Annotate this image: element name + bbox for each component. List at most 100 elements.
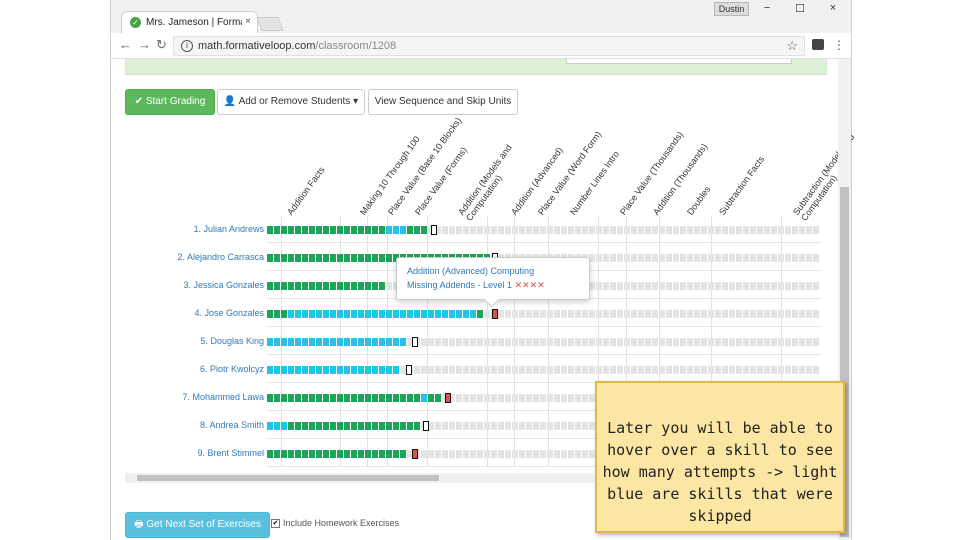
skill-cell[interactable] (316, 310, 322, 318)
skill-cell[interactable] (344, 366, 350, 374)
skill-cell[interactable] (554, 422, 560, 430)
skill-cell[interactable] (365, 422, 371, 430)
skill-cell[interactable] (547, 310, 553, 318)
skill-cell[interactable] (519, 226, 525, 234)
skill-cell[interactable] (561, 226, 567, 234)
skill-cell[interactable] (624, 366, 630, 374)
skill-cell[interactable] (694, 226, 700, 234)
skill-cell[interactable] (372, 226, 378, 234)
skill-cell[interactable] (351, 254, 357, 262)
skill-cell[interactable] (435, 422, 441, 430)
skill-cell[interactable] (274, 226, 280, 234)
skill-cell[interactable] (771, 282, 777, 290)
skill-cell[interactable] (351, 422, 357, 430)
skill-cell[interactable] (498, 394, 504, 402)
skill-cell[interactable] (540, 226, 546, 234)
skill-cell[interactable] (372, 450, 378, 458)
skill-cell[interactable] (400, 394, 406, 402)
skill-cell[interactable] (743, 310, 749, 318)
skill-cell[interactable] (288, 394, 294, 402)
skill-cell[interactable] (582, 226, 588, 234)
skill-cell[interactable] (400, 310, 406, 318)
skill-cell[interactable] (309, 254, 315, 262)
current-skill-marker[interactable] (431, 225, 437, 235)
skill-cell[interactable] (379, 254, 385, 262)
skill-cell[interactable] (393, 366, 399, 374)
skill-cell[interactable] (295, 450, 301, 458)
skill-cell[interactable] (344, 450, 350, 458)
skill-cell[interactable] (337, 422, 343, 430)
skill-cell[interactable] (267, 310, 273, 318)
skill-cell[interactable] (575, 450, 581, 458)
skill-cell[interactable] (435, 310, 441, 318)
skill-cell[interactable] (351, 338, 357, 346)
skill-cell[interactable] (386, 282, 392, 290)
address-bar[interactable]: i math.formativeloop.com/classroom/1208 … (173, 36, 805, 56)
skill-cell[interactable] (526, 310, 532, 318)
skill-cell[interactable] (386, 394, 392, 402)
skill-cell[interactable] (267, 394, 273, 402)
skill-cell[interactable] (463, 422, 469, 430)
skill-cell[interactable] (421, 338, 427, 346)
skill-cell[interactable] (785, 282, 791, 290)
skill-cell[interactable] (372, 282, 378, 290)
skill-cell[interactable] (806, 254, 812, 262)
skill-cell[interactable] (386, 422, 392, 430)
skill-cell[interactable] (477, 366, 483, 374)
skill-cell[interactable] (645, 338, 651, 346)
skill-cell[interactable] (568, 310, 574, 318)
skill-cell[interactable] (414, 422, 420, 430)
skill-cell[interactable] (316, 226, 322, 234)
skill-cell[interactable] (435, 338, 441, 346)
skill-cell[interactable] (596, 254, 602, 262)
skill-cell[interactable] (603, 254, 609, 262)
skill-cell[interactable] (645, 226, 651, 234)
skill-cell[interactable] (421, 366, 427, 374)
forward-icon[interactable]: → (138, 37, 151, 52)
skill-cell[interactable] (491, 366, 497, 374)
skill-cell[interactable] (715, 338, 721, 346)
skill-cell[interactable] (316, 422, 322, 430)
student-name-link[interactable]: 3. Jessica Gonzales (183, 280, 264, 290)
skill-header[interactable]: Subtraction (Models and Computation) (791, 132, 857, 223)
skill-cell[interactable] (484, 422, 490, 430)
skill-cell[interactable] (421, 310, 427, 318)
skill-cell[interactable] (603, 338, 609, 346)
skill-cell[interactable] (778, 282, 784, 290)
skill-cell[interactable] (267, 422, 273, 430)
skill-cell[interactable] (638, 226, 644, 234)
skill-cell[interactable] (792, 338, 798, 346)
skill-cell[interactable] (799, 282, 805, 290)
skill-cell[interactable] (379, 366, 385, 374)
skill-cell[interactable] (603, 282, 609, 290)
skill-cell[interactable] (694, 310, 700, 318)
skill-cell[interactable] (267, 254, 273, 262)
skill-cell[interactable] (701, 254, 707, 262)
skill-cell[interactable] (379, 226, 385, 234)
skill-cell[interactable] (624, 282, 630, 290)
skill-cell[interactable] (736, 338, 742, 346)
skill-cell[interactable] (330, 226, 336, 234)
skill-cell[interactable] (302, 226, 308, 234)
skill-cell[interactable] (351, 394, 357, 402)
skill-cell[interactable] (631, 310, 637, 318)
minimize-icon[interactable]: − (763, 2, 771, 14)
skill-cell[interactable] (379, 310, 385, 318)
skill-cell[interactable] (302, 394, 308, 402)
skill-cell[interactable] (624, 338, 630, 346)
skill-cell[interactable] (281, 310, 287, 318)
skill-cell[interactable] (526, 394, 532, 402)
skill-cell[interactable] (617, 366, 623, 374)
skill-cell[interactable] (505, 226, 511, 234)
skill-cell[interactable] (603, 366, 609, 374)
horizontal-scroll-thumb[interactable] (137, 475, 439, 481)
skill-cell[interactable] (694, 338, 700, 346)
skill-cell[interactable] (778, 310, 784, 318)
skill-cell[interactable] (379, 282, 385, 290)
skill-cell[interactable] (589, 366, 595, 374)
skill-cell[interactable] (533, 310, 539, 318)
skill-cell[interactable] (281, 450, 287, 458)
skill-cell[interactable] (645, 310, 651, 318)
student-name-link[interactable]: 6. Piotr Kwolcyz (199, 364, 264, 374)
vertical-scroll-thumb[interactable] (840, 187, 849, 537)
